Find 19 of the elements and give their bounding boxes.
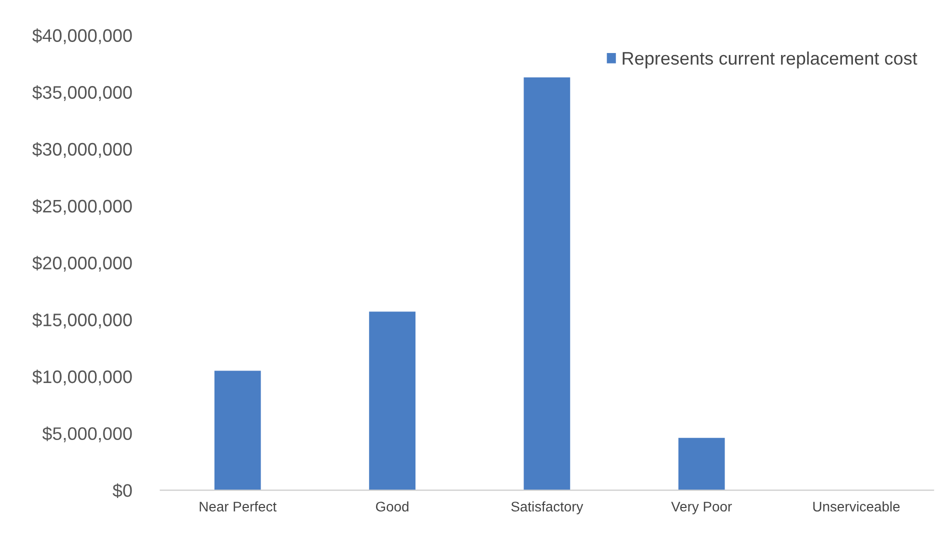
y-tick-label: $25,000,000 (32, 199, 132, 215)
bar (678, 438, 725, 490)
y-tick-label: $5,000,000 (42, 426, 132, 442)
y-tick-label: $30,000,000 (32, 142, 132, 158)
y-tick-label: $35,000,000 (32, 85, 132, 101)
x-tick-label: Very Poor (671, 502, 732, 514)
x-tick-label: Good (376, 501, 408, 512)
bar (524, 77, 570, 490)
y-tick-label: $0 (112, 483, 132, 498)
y-tick-label: $10,000,000 (32, 370, 132, 386)
legend-label: Represents current replacement cost (622, 51, 918, 68)
x-tick-label: Unserviceable (813, 501, 900, 512)
y-tick-label: $20,000,000 (32, 256, 132, 272)
bar (369, 312, 416, 490)
y-tick-label: $40,000,000 (32, 28, 132, 44)
x-tick-label: Satisfactory (511, 501, 584, 514)
x-tick-label: Near Perfect (200, 501, 277, 512)
bar (214, 370, 261, 490)
y-tick-label: $15,000,000 (32, 312, 132, 328)
